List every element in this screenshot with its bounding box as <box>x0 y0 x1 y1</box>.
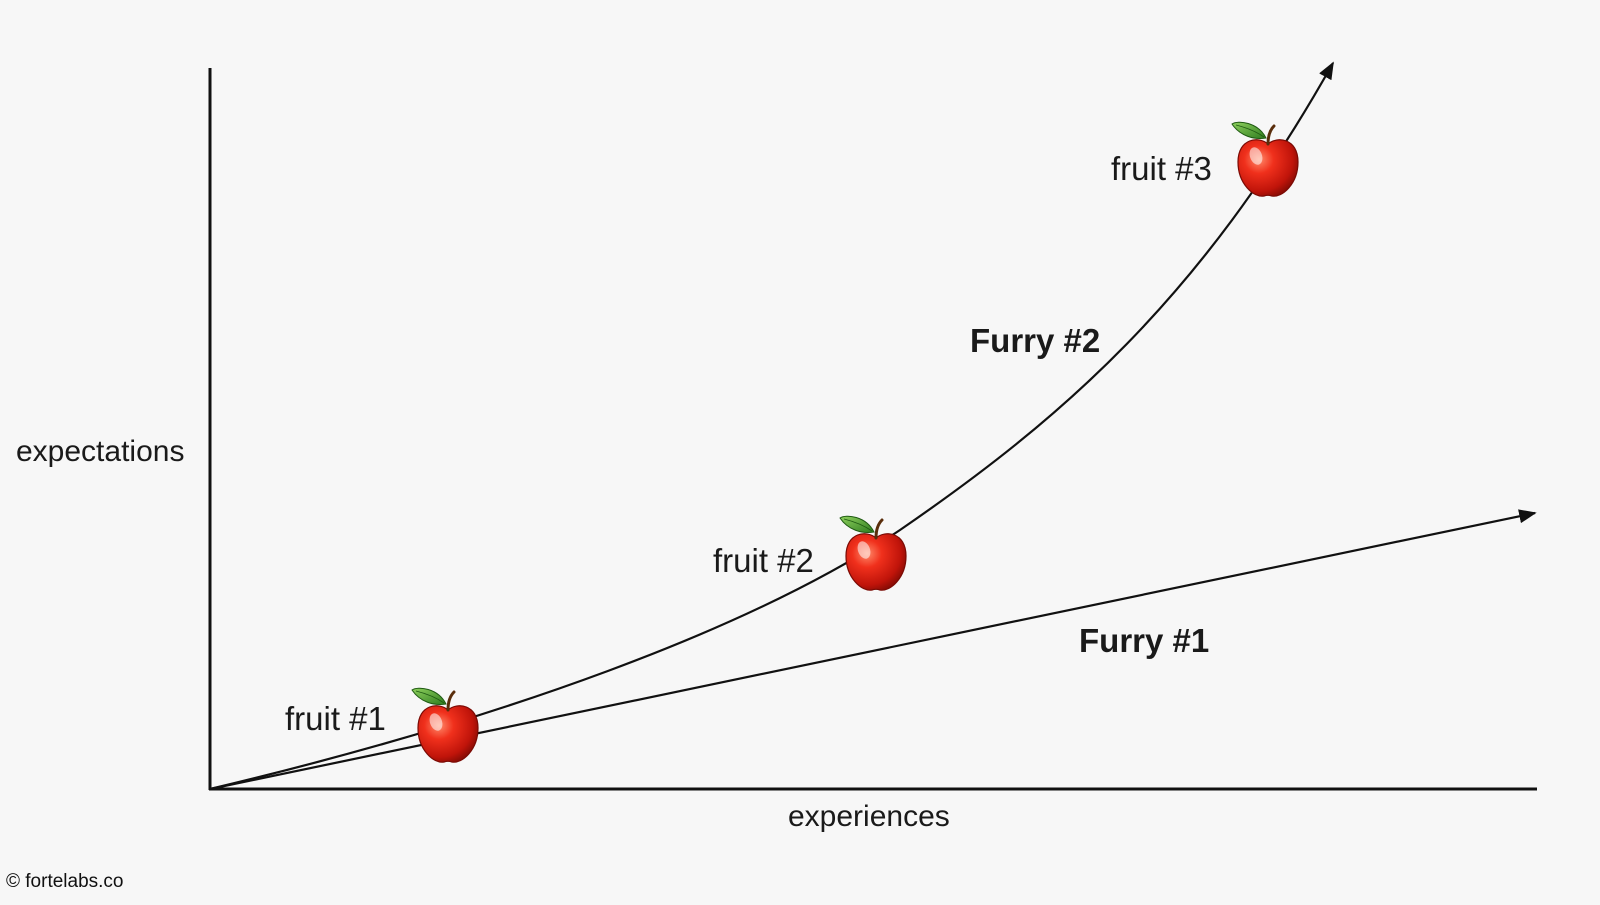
fruit-2-label: fruit #2 <box>713 542 814 579</box>
y-axis-label: expectations <box>16 435 185 468</box>
furry-1-label: Furry #1 <box>1079 622 1210 659</box>
fruit-2-apple-icon <box>838 514 908 592</box>
x-axis-label: experiences <box>788 800 950 833</box>
furry-2-label: Furry #2 <box>970 322 1101 359</box>
fruit-1-apple-icon <box>410 686 480 764</box>
copyright-notice: © fortelabs.co <box>6 871 124 892</box>
fruit-3-label: fruit #3 <box>1111 150 1212 187</box>
fruit-3-apple-icon <box>1230 120 1300 198</box>
fruit-1-label: fruit #1 <box>285 700 386 737</box>
